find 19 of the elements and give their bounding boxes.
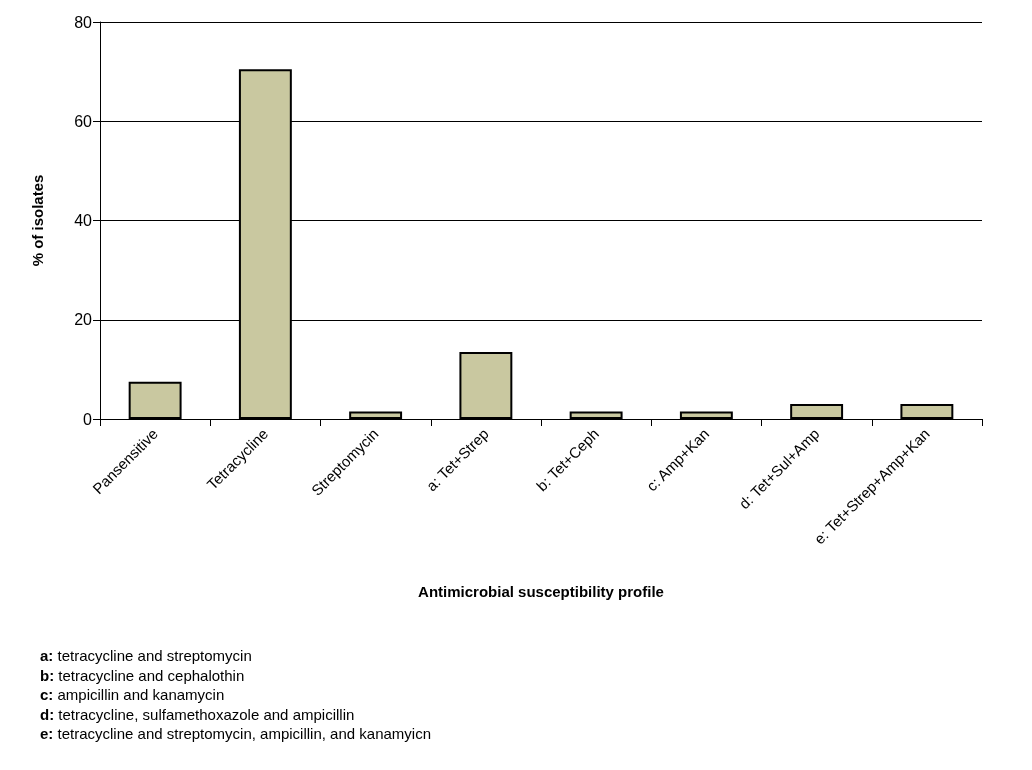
y-tick-label: 60 <box>74 112 93 130</box>
text: d: tetracycline, sulfamethoxazole and ampicillin <box>40 704 356 724</box>
bar <box>349 411 403 419</box>
y-axis-title: % of isolates <box>29 174 46 267</box>
bar <box>679 411 733 419</box>
text: c: ampicillin and kanamycin <box>40 685 226 705</box>
bar <box>128 381 182 419</box>
y-tick-label: 20 <box>74 311 93 329</box>
bar <box>569 411 623 419</box>
y-tick-label: 80 <box>74 13 93 31</box>
y-tick-label: 0 <box>83 410 93 428</box>
bar <box>900 404 954 419</box>
bar <box>459 352 513 419</box>
text: e: tetracycline and streptomycin, ampicillin, and kanamyicn <box>40 724 432 744</box>
text: b: tetracycline and cephalothin <box>40 665 246 685</box>
y-tick-label: 40 <box>74 212 93 229</box>
text: a: tetracycline and streptomycin <box>40 646 253 666</box>
x-axis-title: Antimicrobial susceptibility profile <box>418 583 664 600</box>
bar <box>790 404 844 419</box>
